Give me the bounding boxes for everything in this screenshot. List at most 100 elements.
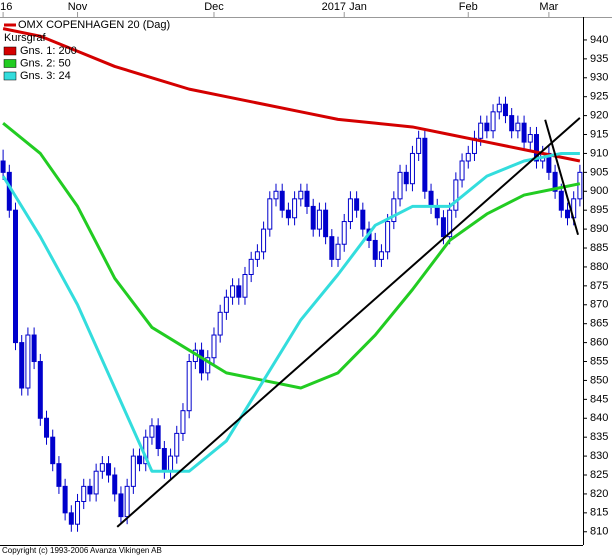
candle-body [521,122,527,143]
candle-body [490,111,496,132]
candle-body [87,485,93,495]
candle-body [44,417,50,438]
candle-body [360,209,366,230]
candle-body [391,198,397,223]
legend-label: Gns. 3: 24 [20,70,71,82]
candle-body [509,115,515,132]
y-tick-label: 835 [590,431,608,443]
y-tick-label: 890 [590,223,608,235]
candle-body [577,171,583,200]
candle-body [81,485,87,502]
candle-body [416,137,422,154]
x-tick-label: Dec [204,1,224,13]
candle-body [459,160,465,181]
candle-body [112,474,118,495]
y-tick-label: 935 [590,53,608,65]
candle-body [292,198,298,219]
candle-body [502,103,508,117]
candle-body [242,274,248,298]
x-tick-label: 16 [0,1,12,13]
candle-body [465,152,471,162]
y-tick-label: 815 [590,507,608,519]
candle-body [149,425,155,438]
candle-body [273,190,279,200]
y-tick-label: 915 [590,128,608,140]
candle-body [515,122,521,132]
candle-body [155,425,161,450]
candle-body [50,436,56,465]
candle-body [124,485,130,518]
candle-body [199,349,205,374]
candle-body [248,258,254,276]
candle-body [279,190,285,211]
candle-body [99,463,105,472]
candle-body [31,334,37,363]
trend-line [116,117,581,528]
candle-body [378,251,384,260]
candle-body [62,485,68,514]
candle-body [236,285,242,298]
y-tick-label: 845 [590,393,608,405]
candle-body [93,470,99,495]
x-tick-label: Feb [459,1,478,13]
candle-body [323,209,329,238]
candle-body [347,198,353,223]
candle-body [217,311,223,336]
y-tick-label: 830 [590,450,608,462]
candle-body [75,500,81,525]
candle-body [25,334,31,389]
moving-average-line [2,122,581,390]
candle-body [564,209,570,219]
y-tick-label: 905 [590,166,608,178]
candle-body [180,410,186,434]
y-tick-label: 900 [590,185,608,197]
candle-body [478,122,484,139]
candle-body [527,134,533,143]
legend-swatch [3,46,17,56]
y-tick-label: 910 [590,147,608,159]
candle-body [397,171,403,200]
candle-body [254,251,260,260]
candle-body [130,455,136,487]
copyright: Copyright (c) 1993-2006 Avanza Vikingen … [2,546,162,555]
candle-body [186,361,192,412]
candle-body [205,357,211,374]
candle-body [285,209,291,219]
candle-body [106,463,112,476]
candle-body [267,198,273,230]
candle-body [428,190,434,207]
y-tick-label: 940 [590,34,608,46]
y-tick-label: 855 [590,355,608,367]
legend-label: Gns. 2: 50 [20,57,71,69]
y-tick-label: 930 [590,72,608,84]
candle-body [372,239,378,260]
candle-body [298,190,304,200]
y-tick-label: 885 [590,242,608,254]
candle-body [422,137,428,192]
candle-body [19,342,25,389]
legend-label: Gns. 1: 200 [20,45,77,57]
y-tick-label: 860 [590,337,608,349]
legend-swatch [3,71,17,81]
x-tick-label: Nov [68,1,88,13]
candle-body [447,209,453,238]
candle-body [453,179,459,211]
candle-body [304,190,310,207]
y-tick-label: 925 [590,91,608,103]
legend-label: Kursgraf [4,32,47,44]
y-tick-label: 850 [590,374,608,386]
candle-body [484,122,490,132]
candle-body [385,221,391,253]
candle-body [0,160,6,173]
candle-body [335,243,341,260]
candle-body [261,228,267,253]
moving-average-line [1,151,580,473]
candle-body [552,171,558,192]
y-tick-label: 865 [590,318,608,330]
candle-body [37,361,43,419]
candle-body [68,512,74,525]
candle-body [409,152,415,185]
chart-title: OMX COPENHAGEN 20 (Dag) [18,19,170,31]
y-tick-label: 825 [590,469,608,481]
